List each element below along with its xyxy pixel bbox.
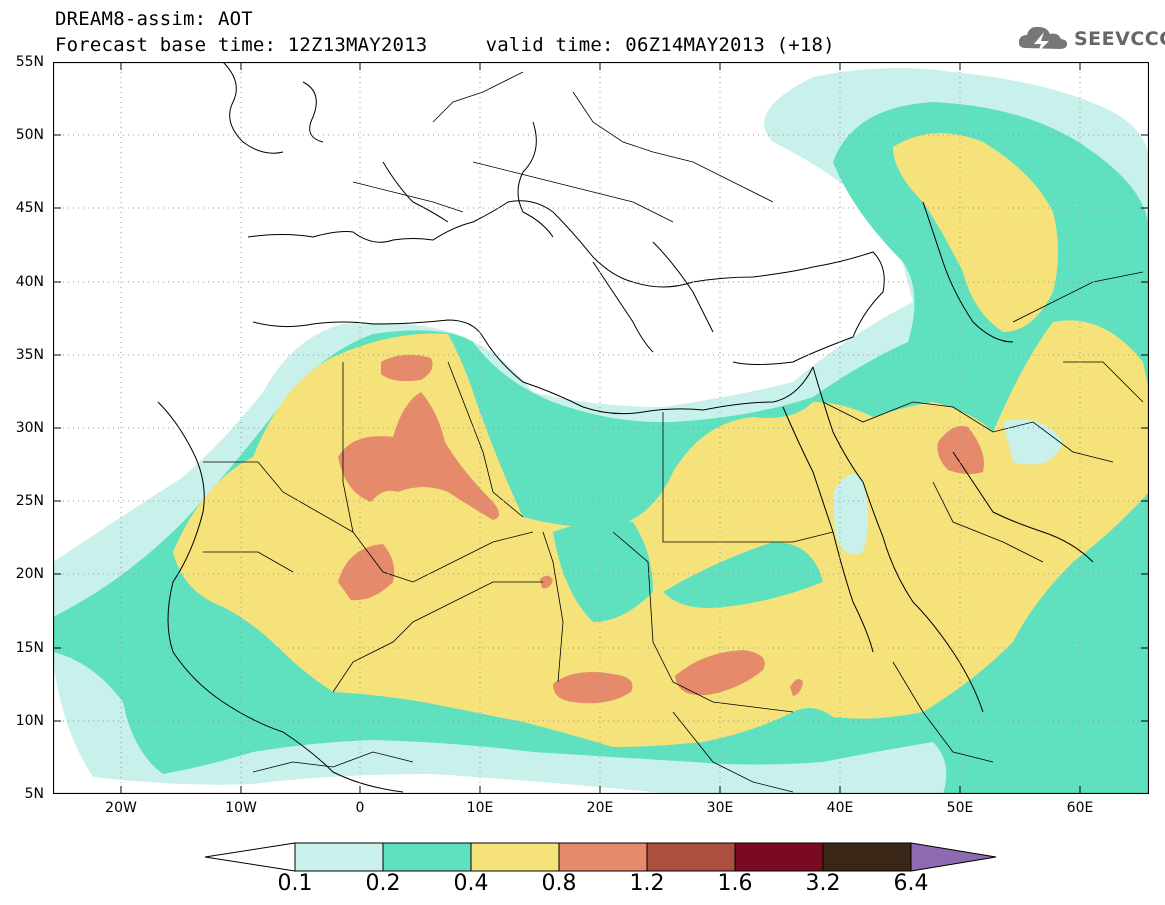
colorbar-label-3.2: 3.2 <box>805 871 841 896</box>
colorbar-label-0.8: 0.8 <box>541 871 577 896</box>
aot-region-0.8-algeria-central <box>338 392 499 520</box>
lat-label-40n: 40N <box>15 274 44 290</box>
axis-ticks <box>53 62 1149 794</box>
coastlines <box>157 62 1094 793</box>
lat-label-55n: 55N <box>15 54 44 70</box>
colorbar-label-0.4: 0.4 <box>453 871 489 896</box>
colorbar-swatch-1.2 <box>646 842 736 872</box>
aot-region-0.8-ethiopia <box>790 678 803 696</box>
logo-text: SEEVCCC <box>1074 28 1165 50</box>
colorbar-label-0.1: 0.1 <box>277 871 313 896</box>
colorbar-label-1.6: 1.6 <box>717 871 753 896</box>
map-title: DREAM8-assim: AOT <box>55 8 253 30</box>
lat-label-5n: 5N <box>24 786 44 802</box>
lat-label-30n: 30N <box>15 420 44 436</box>
graticule <box>53 62 1149 794</box>
lat-label-35n: 35N <box>15 347 44 363</box>
colorbar-swatch-0.4 <box>470 842 560 872</box>
lon-label-0: 0 <box>355 800 365 816</box>
lat-label-20n: 20N <box>15 566 44 582</box>
lon-label-60e: 60E <box>1066 800 1094 816</box>
seevccc-logo: SEEVCCC <box>1016 22 1165 54</box>
aot-region-0.8-niger <box>540 575 553 589</box>
forecast-times: Forecast base time: 12Z13MAY2013 valid t… <box>55 34 835 56</box>
aot-region-0.2-sudan <box>663 542 823 608</box>
aot-map <box>53 62 1149 794</box>
lon-label-10w: 10W <box>225 800 257 816</box>
lon-label-40e: 40E <box>826 800 854 816</box>
lon-label-30e: 30E <box>706 800 734 816</box>
lon-label-50e: 50E <box>946 800 974 816</box>
aot-region-0.8-chad <box>553 671 633 704</box>
aot-region-0.8-algeria-north <box>381 354 433 382</box>
colorbar-label-0.2: 0.2 <box>365 871 401 896</box>
aot-region-0.1-arabia <box>833 474 868 555</box>
aot-region-0.1-gulf <box>1003 419 1063 465</box>
aot-region-0.2-chad <box>553 520 653 622</box>
aot-region-0.8-iraq <box>937 426 984 475</box>
cloud-icon <box>1018 26 1068 52</box>
lat-label-50n: 50N <box>15 127 44 143</box>
lat-label-10n: 10N <box>15 713 44 729</box>
lon-label-10e: 10E <box>466 800 494 816</box>
colorbar-high-arrow <box>910 842 997 872</box>
colorbar-swatch-1.6 <box>734 842 824 872</box>
lon-label-20w: 20W <box>105 800 137 816</box>
colorbar-swatch-0.2 <box>382 842 472 872</box>
colorbar-low-arrow <box>205 842 296 872</box>
aot-region-0.8-mali <box>338 544 395 601</box>
lat-label-25n: 25N <box>15 493 44 509</box>
lat-label-45n: 45N <box>15 200 44 216</box>
colorbar-label-6.4: 6.4 <box>893 871 929 896</box>
colorbar-label-1.2: 1.2 <box>629 871 665 896</box>
colorbar-swatch-0.8 <box>558 842 648 872</box>
lat-label-15n: 15N <box>15 640 44 656</box>
colorbar-swatch-3.2 <box>822 842 912 872</box>
aot-colorbar <box>205 842 997 872</box>
lon-label-20e: 20E <box>586 800 614 816</box>
aot-region-0.4-caspian <box>893 133 1058 332</box>
colorbar-swatch-0.1 <box>294 842 384 872</box>
country-borders <box>203 71 1144 793</box>
